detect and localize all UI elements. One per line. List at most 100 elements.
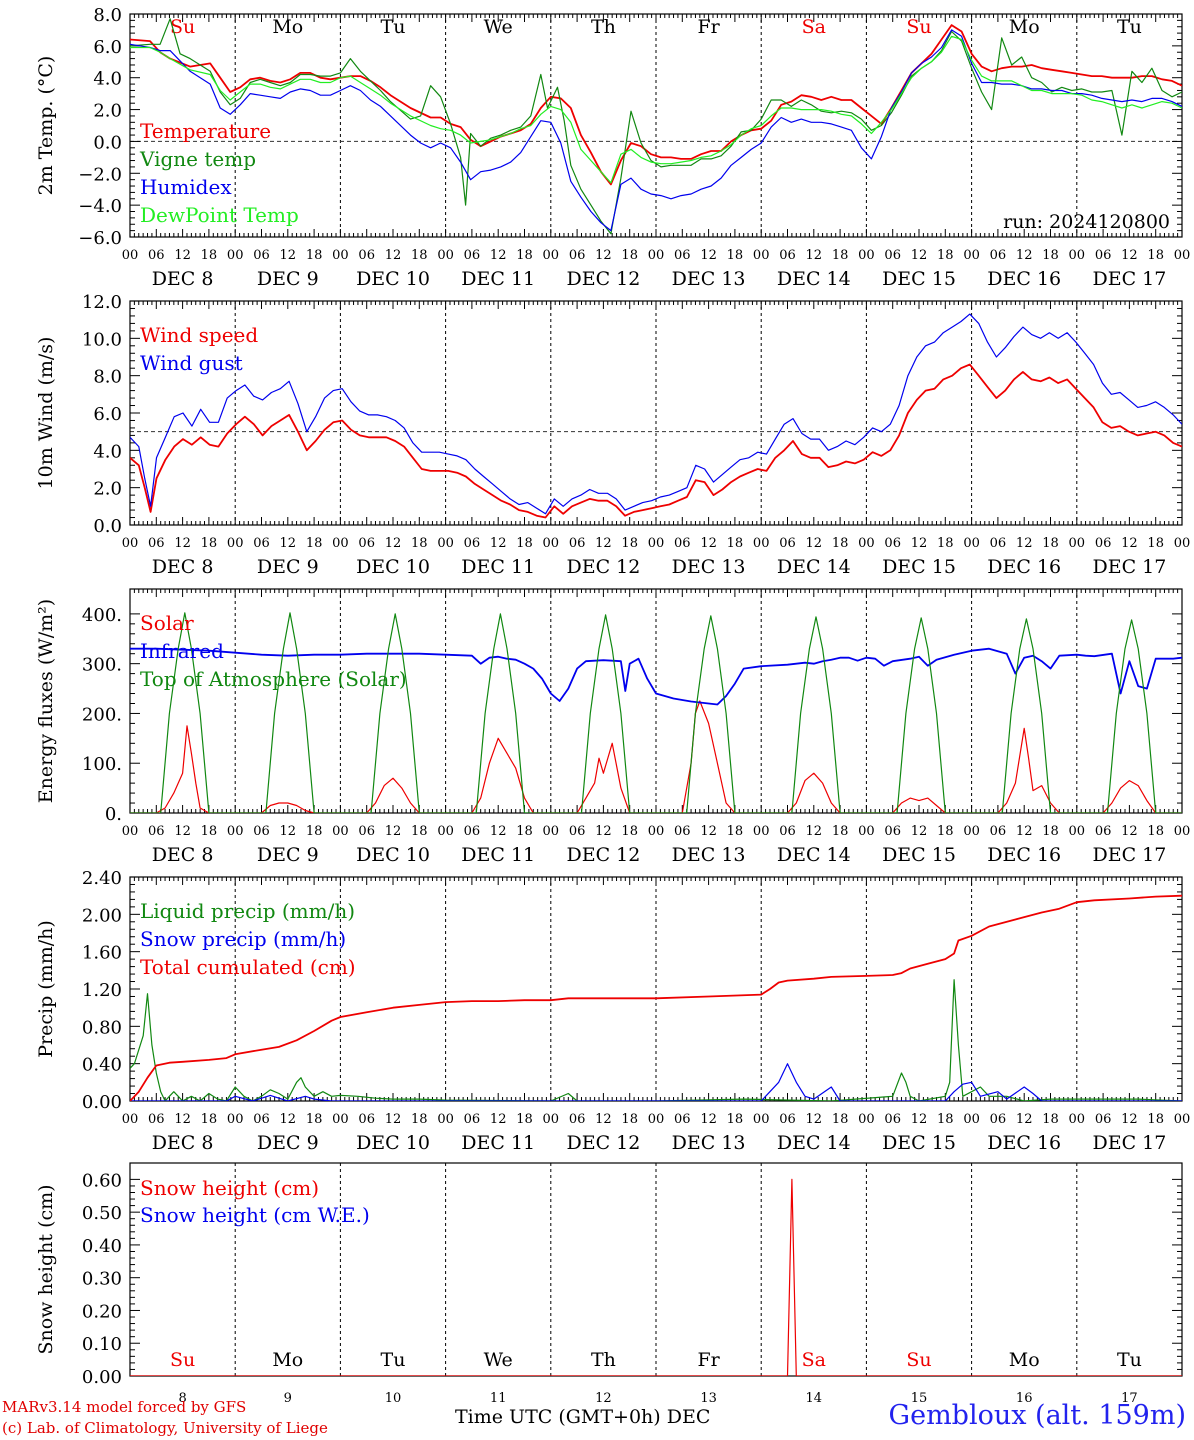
hour-tick-label: 06 — [779, 536, 796, 551]
date-label: DEC 17 — [1092, 844, 1166, 866]
hour-tick-label: 18 — [621, 248, 638, 263]
y-tick-label: 0.50 — [82, 1203, 122, 1224]
hour-tick-label: 00 — [122, 248, 139, 263]
y-tick-label: 300. — [82, 655, 122, 676]
hour-tick-label: 18 — [1042, 1112, 1059, 1127]
y-tick-label: 4.0 — [93, 69, 122, 90]
weekday-label: Su — [906, 1349, 931, 1371]
hour-tick-label: 00 — [1174, 824, 1191, 839]
hour-tick-label: 00 — [1069, 824, 1086, 839]
weekday-label: Mo — [1009, 1349, 1040, 1371]
series-group — [130, 313, 1182, 519]
weekday-label: Mo — [272, 16, 303, 38]
hour-tick-label: 12 — [1016, 248, 1033, 263]
hour-tick-label: 18 — [937, 824, 954, 839]
weekday-label: Su — [906, 16, 931, 38]
hour-tick-label: 00 — [543, 1112, 560, 1127]
y-tick-label: 8.0 — [93, 5, 122, 26]
hour-tick-label: 12 — [1121, 824, 1138, 839]
day-number-label: 17 — [1121, 1391, 1138, 1406]
hour-tick-label: 06 — [674, 1112, 691, 1127]
date-label: DEC 9 — [257, 268, 319, 290]
series-line — [130, 979, 1182, 1101]
date-label: DEC 16 — [987, 268, 1061, 290]
hour-tick-label: 00 — [963, 536, 980, 551]
y-tick-label: 0.40 — [82, 1236, 122, 1257]
date-label: DEC 14 — [777, 1132, 851, 1154]
model-credit-line: MARv3.14 model forced by GFS — [2, 1398, 247, 1416]
legend-entry: Snow precip (mm/h) — [140, 927, 346, 951]
date-label: DEC 16 — [987, 844, 1061, 866]
hour-tick-label: 00 — [1174, 1112, 1191, 1127]
hour-tick-label: 18 — [832, 536, 849, 551]
hour-tick-label: 06 — [569, 536, 586, 551]
hour-tick-label: 12 — [911, 1112, 928, 1127]
date-label: DEC 8 — [152, 1132, 214, 1154]
hour-tick-label: 12 — [700, 248, 717, 263]
weekday-label: Su — [170, 16, 195, 38]
hour-tick-label: 06 — [1095, 824, 1112, 839]
legend-entry: Top of Atmosphere (Solar) — [140, 667, 407, 691]
hour-tick-label: 00 — [648, 248, 665, 263]
date-label: DEC 10 — [356, 556, 430, 578]
y-tick-label: 8.0 — [93, 367, 122, 388]
hour-tick-label: 00 — [1174, 248, 1191, 263]
hour-tick-label: 06 — [884, 248, 901, 263]
y-axis-title: Energy fluxes (W/m²) — [35, 599, 57, 803]
hour-tick-label: 12 — [174, 824, 191, 839]
hour-tick-label: 00 — [858, 1112, 875, 1127]
y-tick-label: 0.40 — [82, 1055, 122, 1076]
day-number-label: 13 — [700, 1391, 717, 1406]
y-tick-label: 200. — [82, 704, 122, 725]
y-tick-label: 400. — [82, 605, 122, 626]
hour-tick-label: 18 — [201, 824, 218, 839]
date-label: DEC 13 — [672, 268, 746, 290]
hour-tick-label: 00 — [963, 824, 980, 839]
series-group — [130, 612, 1182, 813]
hour-tick-label: 00 — [963, 1112, 980, 1127]
hour-tick-label: 18 — [1042, 824, 1059, 839]
hour-tick-label: 00 — [122, 1112, 139, 1127]
legend-entry: Humidex — [140, 175, 232, 199]
hour-tick-label: 00 — [437, 248, 454, 263]
hour-tick-label: 18 — [306, 536, 323, 551]
series-group — [130, 894, 1182, 1101]
series-line — [130, 647, 1182, 706]
date-label: DEC 13 — [672, 1132, 746, 1154]
hour-tick-label: 12 — [490, 248, 507, 263]
hour-tick-label: 12 — [806, 536, 823, 551]
hour-tick-label: 18 — [832, 1112, 849, 1127]
hour-tick-label: 12 — [174, 536, 191, 551]
hour-tick-label: 12 — [911, 824, 928, 839]
date-label: DEC 11 — [461, 844, 535, 866]
run-label: run: 2024120800 — [1003, 211, 1170, 233]
hour-tick-label: 00 — [1069, 1112, 1086, 1127]
y-tick-label: 0.0 — [93, 516, 122, 537]
hour-tick-label: 18 — [621, 1112, 638, 1127]
y-tick-label: 4.0 — [93, 441, 122, 462]
hour-tick-label: 12 — [385, 824, 402, 839]
weekday-label: Tu — [381, 1349, 406, 1371]
hour-tick-label: 00 — [753, 824, 770, 839]
hour-tick-label: 18 — [727, 248, 744, 263]
hour-tick-label: 18 — [411, 824, 428, 839]
weekday-label: Mo — [1009, 16, 1040, 38]
hour-tick-label: 06 — [884, 824, 901, 839]
hour-tick-label: 18 — [1147, 536, 1164, 551]
hour-tick-label: 06 — [464, 824, 481, 839]
date-label: DEC 8 — [152, 556, 214, 578]
hour-tick-label: 18 — [1147, 1112, 1164, 1127]
hour-tick-label: 18 — [201, 536, 218, 551]
hour-tick-label: 12 — [595, 824, 612, 839]
hour-tick-label: 06 — [990, 248, 1007, 263]
y-tick-label: 2.0 — [93, 479, 122, 500]
hour-tick-label: 06 — [1095, 536, 1112, 551]
date-label: DEC 11 — [461, 1132, 535, 1154]
hour-tick-label: 00 — [227, 824, 244, 839]
hour-tick-label: 18 — [937, 1112, 954, 1127]
day-number-label: 15 — [911, 1391, 928, 1406]
hour-tick-label: 18 — [516, 824, 533, 839]
hour-tick-label: 06 — [148, 824, 165, 839]
hour-tick-label: 18 — [516, 248, 533, 263]
legend-entry: Vigne temp — [139, 147, 256, 171]
